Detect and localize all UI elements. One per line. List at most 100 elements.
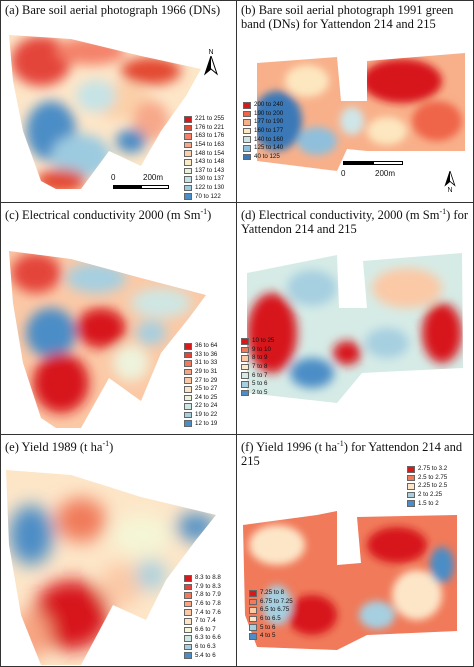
legend-item: 2.5 to 2.75 [407, 474, 447, 483]
legend-label: 140 to 160 [254, 135, 284, 143]
legend-item: 2.25 to 2.5 [407, 482, 447, 491]
legend-item: 27 to 29 [184, 376, 217, 385]
legend-c: 36 to 64 33 to 36 31 to 33 29 to 31 27 to 29… [184, 342, 217, 428]
legend-label: 221 to 255 [195, 115, 225, 123]
scale-zero-a: 0 [111, 173, 116, 182]
panel-f-title: (f) Yield 1996 (t ha-1) for Yattendon 21… [241, 437, 469, 468]
legend-item: 8 to 9 [241, 354, 274, 363]
legend-item: 190 to 200 [243, 110, 283, 119]
panel-e-title-end: ) [109, 440, 114, 455]
panel-b: (b) Bare soil aerial photograph 1991 gre… [236, 0, 474, 203]
legend-label: 36 to 64 [195, 342, 218, 350]
legend-label: 9 to 10 [252, 345, 271, 353]
legend-label: 31 to 33 [195, 359, 218, 367]
legend-label: 12 to 19 [195, 419, 218, 427]
legend-item: 29 to 31 [184, 368, 217, 377]
legend-swatch [184, 609, 192, 616]
legend-label: 6.6 to 7 [195, 625, 216, 633]
legend-swatch [184, 652, 192, 659]
legend-item: 25 to 27 [184, 385, 217, 394]
legend-item: 6 to 6.5 [249, 615, 293, 624]
legend-item: 2.75 to 3.2 [407, 465, 447, 474]
map-c-field [9, 251, 206, 428]
legend-label: 6 to 6.5 [260, 615, 281, 623]
legend-label: 8.3 to 8.8 [195, 574, 221, 582]
panel-c-title-sup: -1 [200, 207, 208, 216]
legend-swatch [184, 420, 192, 427]
legend-item: 19 to 22 [184, 411, 217, 420]
legend-item: 9 to 10 [241, 346, 274, 355]
legend-swatch [241, 355, 249, 362]
panel-a: (a) Bare soil aerial photograph 1966 (DN… [0, 0, 237, 203]
legend-item: 6.75 to 7.25 [249, 598, 293, 607]
north-arrow-b: N [441, 171, 459, 194]
legend-swatch [249, 615, 257, 623]
legend-swatch [243, 145, 251, 152]
legend-swatch [249, 590, 257, 597]
legend-label: 2.75 to 3.2 [418, 465, 448, 473]
panel-c-title: (c) Electrical conductivity 2000 (m Sm-1… [5, 205, 232, 222]
panel-f: (f) Yield 1996 (t ha-1) for Yattendon 21… [236, 434, 474, 667]
legend-label: 4 to 5 [260, 632, 276, 640]
panel-d-title: (d) Electrical conductivity, 2000 (m Sm-… [241, 205, 469, 236]
legend-b: 200 to 240 190 to 200 177 to 190 160 to 177… [243, 101, 283, 161]
legend-label: 29 to 31 [195, 368, 218, 376]
legend-swatch [184, 411, 192, 419]
legend-label: 190 to 200 [254, 109, 284, 117]
legend-swatch [184, 368, 192, 376]
legend-label: 6 to 6.3 [195, 643, 216, 651]
legend-item: 7.8 to 7.9 [184, 591, 221, 600]
legend-item: 160 to 177 [243, 127, 283, 136]
north-label-b: N [447, 187, 453, 194]
legend-label: 5 to 6 [252, 380, 268, 388]
legend-swatch [184, 626, 192, 634]
legend-item: 140 to 160 [243, 135, 283, 144]
legend-item: 7.4 to 7.6 [184, 608, 221, 617]
legend-swatch [184, 403, 192, 410]
panel-d: (d) Electrical conductivity, 2000 (m Sm-… [236, 202, 474, 435]
legend-label: 177 to 190 [254, 118, 284, 126]
legend-swatch [249, 598, 257, 606]
legend-swatch [241, 372, 249, 379]
legend-label: 19 to 22 [195, 411, 218, 419]
legend-item: 7 to 7.4 [184, 617, 221, 626]
legend-item: 137 to 143 [184, 167, 224, 176]
legend-item: 130 to 137 [184, 175, 224, 184]
legend-a: 221 to 255 176 to 221 163 to 176 154 to 163… [184, 115, 224, 201]
legend-label: 5.4 to 6 [195, 651, 216, 659]
legend-label: 27 to 29 [195, 376, 218, 384]
legend-item: 24 to 25 [184, 394, 217, 403]
legend-swatch [243, 153, 251, 161]
legend-swatch [184, 133, 192, 140]
north-arrow-a: N [201, 49, 221, 76]
legend-item: 31 to 33 [184, 359, 217, 368]
legend-label: 137 to 143 [195, 166, 225, 174]
panel-a-title: (a) Bare soil aerial photograph 1966 (DN… [5, 3, 221, 17]
legend-label: 33 to 36 [195, 350, 218, 358]
legend-e: 8.3 to 8.8 7.9 to 8.3 7.8 to 7.9 7.6 to 7.8… [184, 574, 221, 660]
legend-swatch [184, 592, 192, 599]
legend-swatch [184, 351, 192, 359]
legend-swatch [241, 346, 249, 354]
legend-item: 2 to 2.25 [407, 491, 447, 500]
legend-item: 200 to 240 [243, 101, 283, 110]
legend-item: 40 to 125 [243, 153, 283, 162]
legend-label: 122 to 130 [195, 184, 225, 192]
scale-dist-b: 200m [375, 169, 396, 178]
legend-swatch [184, 575, 192, 582]
legend-label: 2.25 to 2.5 [418, 482, 448, 490]
map-f-field [243, 511, 457, 650]
scalebar-a: 0 200m [111, 173, 181, 193]
legend-item: 154 to 163 [184, 141, 224, 150]
panel-c-title-main: (c) Electrical conductivity 2000 (m Sm [5, 208, 201, 223]
legend-swatch [184, 176, 192, 183]
panel-d-title-main: (d) Electrical conductivity, 2000 (m Sm [241, 208, 440, 223]
legend-swatch [184, 643, 192, 651]
legend-label: 7 to 8 [252, 363, 268, 371]
legend-label: 24 to 25 [195, 393, 218, 401]
legend-item: 4 to 5 [249, 632, 293, 641]
legend-item: 7.25 to 8 [249, 589, 293, 598]
legend-item: 163 to 176 [184, 132, 224, 141]
legend-swatch [249, 607, 257, 614]
legend-swatch [243, 119, 251, 126]
